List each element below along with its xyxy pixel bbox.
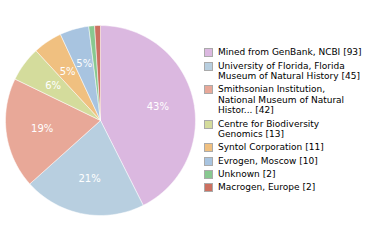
html-text:Centre for Biodiversity Genomi: Centre for Biodiversity Genomics [13]: [218, 118, 320, 139]
svg-text:43%: 43%: [147, 101, 169, 112]
svg-text:6%: 6%: [45, 80, 61, 91]
svg-text:5%: 5%: [60, 66, 76, 77]
svg-text:19%: 19%: [31, 123, 53, 134]
html-text:University of Florida, Florida: University of Florida, Florida Museum of…: [218, 60, 360, 82]
svg-text:5%: 5%: [76, 58, 92, 69]
html-text:Unknown [2]: Unknown [2]: [218, 168, 276, 179]
html-text:Smithsonian Institution, Natio: Smithsonian Institution, National Museum…: [218, 84, 345, 116]
html-text:Macrogen, Europe [2]: Macrogen, Europe [2]: [218, 182, 316, 193]
html-text:Evrogen, Moscow [10]: Evrogen, Moscow [10]: [218, 155, 318, 166]
html-text:Mined from GenBank, NCBI [93]: Mined from GenBank, NCBI [93]: [218, 47, 362, 58]
svg-text:21%: 21%: [78, 173, 100, 184]
html-text:Syntol Corporation [11]: Syntol Corporation [11]: [218, 142, 324, 153]
